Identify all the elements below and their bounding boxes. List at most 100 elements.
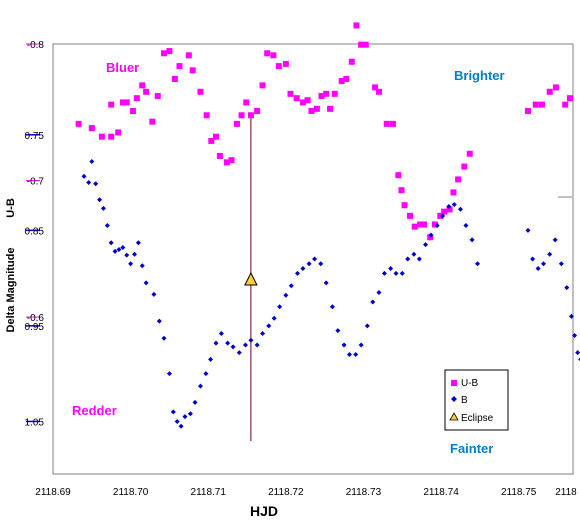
b-point xyxy=(254,342,260,348)
series-b xyxy=(81,159,580,429)
b-point xyxy=(151,291,157,297)
b-point xyxy=(192,399,198,405)
ub-point xyxy=(197,88,204,95)
ub-point xyxy=(287,90,294,97)
legend-ub-label: U-B xyxy=(461,378,479,389)
y-axis-label: Delta Magnitude xyxy=(5,248,17,333)
x-tick-label: 2118 xyxy=(555,487,577,498)
x-tick-label: 2118.74 xyxy=(423,487,459,498)
ub-tick-label: -0.7 xyxy=(27,177,45,188)
ub-point xyxy=(427,234,434,241)
b-point xyxy=(572,332,578,338)
ub-point xyxy=(264,50,271,57)
ub-point xyxy=(139,82,146,89)
legend-ub-marker xyxy=(451,380,457,386)
ub-point xyxy=(417,221,424,228)
ub-axis: -0.8 -0.7 -0.6 xyxy=(26,40,572,324)
ub-point xyxy=(75,120,82,127)
b-point xyxy=(156,318,162,324)
b-point xyxy=(170,409,176,415)
ub-point xyxy=(216,152,223,159)
b-point xyxy=(89,159,95,165)
ub-point xyxy=(358,41,365,48)
ub-point xyxy=(223,159,230,166)
x-axis: 2118.69 2118.70 2118.71 2118.72 2118.73 2118.… xyxy=(35,487,577,498)
x-tick-label: 2118.69 xyxy=(35,487,71,498)
ub-point xyxy=(203,112,210,119)
ub-point xyxy=(327,105,334,112)
b-point xyxy=(208,356,214,362)
ub-point xyxy=(185,52,192,59)
b-tick-label: 1.05 xyxy=(25,417,45,428)
ub-point xyxy=(299,99,306,106)
b-point xyxy=(358,342,364,348)
b-point xyxy=(139,263,145,269)
ub-point xyxy=(304,97,311,104)
ub-point xyxy=(98,133,105,140)
b-point xyxy=(428,232,434,238)
b-point xyxy=(475,261,481,267)
ub-point xyxy=(313,105,320,112)
b-point xyxy=(564,285,570,291)
ub-point xyxy=(420,221,427,228)
ub-point xyxy=(455,176,462,183)
series-ub xyxy=(75,22,573,241)
b-point xyxy=(388,266,394,272)
b-point xyxy=(143,280,149,286)
ub-point xyxy=(143,88,150,95)
b-point xyxy=(323,280,329,286)
legend: U-B B Eclipse xyxy=(444,369,509,431)
b-point xyxy=(174,418,180,424)
b-point xyxy=(341,342,347,348)
ub-point xyxy=(282,60,289,67)
b-point xyxy=(552,237,558,243)
ub-point xyxy=(176,63,183,70)
b-point xyxy=(575,350,580,356)
ub-point xyxy=(389,120,396,127)
ub-point xyxy=(348,58,355,65)
ub-point xyxy=(108,101,115,108)
b-point xyxy=(260,331,266,337)
b-point xyxy=(463,223,469,229)
ub-point xyxy=(270,52,277,59)
annotation-fainter: Fainter xyxy=(450,441,493,456)
ub-point xyxy=(88,125,95,132)
x-tick-label: 2118.70 xyxy=(113,487,149,498)
b-point xyxy=(568,313,574,319)
ub-point xyxy=(308,108,315,115)
legend-eclipse-label: Eclipse xyxy=(461,413,494,424)
x-axis-label: HJD xyxy=(250,503,278,519)
b-point xyxy=(203,371,209,377)
ub-tick-label: -0.6 xyxy=(27,313,45,324)
ub-point xyxy=(398,187,405,194)
b-point xyxy=(213,340,219,346)
b-point xyxy=(353,352,359,358)
b-point xyxy=(434,223,440,229)
eclipse-marker xyxy=(244,271,258,286)
x-tick-label: 2118.73 xyxy=(346,487,382,498)
ub-point xyxy=(383,120,390,127)
ub-point xyxy=(538,101,545,108)
b-point xyxy=(457,206,463,212)
ub-point xyxy=(566,95,573,102)
b-point xyxy=(248,337,254,343)
annotation-brighter: Brighter xyxy=(454,68,505,83)
b-point xyxy=(300,266,306,272)
b-point xyxy=(197,383,203,389)
ub-axis-label: U-B xyxy=(5,198,17,218)
b-point xyxy=(376,289,382,295)
ub-point xyxy=(108,133,115,140)
ub-point xyxy=(431,221,438,228)
b-point xyxy=(124,252,130,258)
b-point xyxy=(451,202,457,208)
ub-point xyxy=(318,93,325,100)
b-point xyxy=(116,246,122,252)
x-tick-label: 2118.71 xyxy=(191,487,227,498)
b-point xyxy=(120,245,126,251)
ub-point xyxy=(123,99,130,106)
b-tick-label: 0.75 xyxy=(25,131,45,142)
ub-point xyxy=(338,77,345,84)
ub-point xyxy=(115,129,122,136)
b-tick-label: 0.95 xyxy=(25,322,45,333)
ub-point xyxy=(343,75,350,82)
